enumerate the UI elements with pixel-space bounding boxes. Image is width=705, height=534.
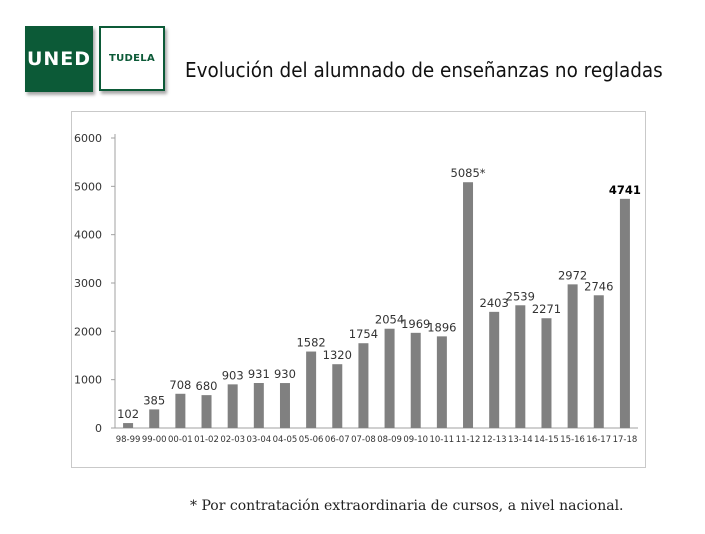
x-tick-label: 99-00 (142, 435, 167, 445)
x-tick-label: 01-02 (194, 435, 219, 445)
x-tick-label: 15-16 (560, 435, 585, 445)
x-tick-label: 10-11 (430, 435, 455, 445)
page-title: Evolución del alumnado de enseñanzas no … (185, 58, 663, 82)
data-label: 2054 (375, 313, 404, 327)
uned-logo: UNED (25, 26, 93, 92)
bar (410, 332, 421, 428)
bar (279, 383, 290, 428)
data-label: 2746 (584, 279, 613, 293)
x-tick-label: 11-12 (456, 435, 481, 445)
bar (123, 423, 134, 428)
bar-chart: 0 1000 2000 3000 4000 5000 6000 98-99 102 99-00 38… (74, 132, 641, 445)
data-label: 385 (143, 393, 165, 407)
bar (201, 395, 212, 428)
footnote: * Por contratación extraordinaria de cur… (190, 498, 624, 514)
x-tick-label: 12-13 (482, 435, 507, 445)
y-tick-label: 5000 (74, 180, 102, 193)
y-tick-label: 0 (95, 422, 102, 435)
data-label: 930 (274, 367, 296, 381)
data-label: 4741 (609, 183, 641, 197)
bar (253, 383, 264, 428)
y-tick-label: 6000 (74, 132, 102, 145)
x-tick-label: 08-09 (377, 435, 402, 445)
x-tick-label: 16-17 (586, 435, 611, 445)
data-label: 931 (248, 367, 270, 381)
bar (515, 305, 526, 428)
data-label: 1582 (296, 336, 325, 350)
x-tick-label: 14-15 (534, 435, 559, 445)
uned-logo-text: UNED (26, 48, 92, 70)
bar (619, 198, 630, 428)
data-label: 102 (117, 407, 139, 421)
bar (384, 328, 395, 428)
data-label: 2403 (480, 296, 509, 310)
x-tick-label: 03-04 (246, 435, 271, 445)
x-tick-label: 98-99 (116, 435, 141, 445)
y-tick-label: 2000 (74, 325, 102, 338)
x-tick-label: 02-03 (220, 435, 245, 445)
bar (593, 295, 604, 428)
data-label: 1969 (401, 317, 430, 331)
x-tick-label: 17-18 (613, 435, 638, 445)
x-tick-label: 06-07 (325, 435, 350, 445)
bar (541, 318, 552, 428)
bar (332, 364, 343, 428)
bar (306, 351, 317, 428)
x-tick-label: 09-10 (403, 435, 428, 445)
data-label: 5085* (451, 166, 486, 180)
bar (489, 311, 500, 428)
data-label: 2972 (558, 268, 587, 282)
tudela-logo-text: TUDELA (109, 53, 155, 64)
data-label: 1320 (323, 348, 352, 362)
y-tick-label: 1000 (74, 374, 102, 387)
chart-container: 0 1000 2000 3000 4000 5000 6000 98-99 102 99-00 38… (71, 111, 646, 468)
data-label: 2271 (532, 302, 561, 316)
data-label: 903 (222, 368, 244, 382)
bar (436, 336, 447, 428)
bar (175, 393, 186, 428)
data-label: 2539 (506, 289, 535, 303)
y-tick-label: 3000 (74, 277, 102, 290)
data-label: 708 (169, 378, 191, 392)
bar (358, 343, 369, 428)
bar (227, 384, 238, 428)
data-label: 1896 (427, 320, 456, 334)
data-label: 680 (196, 379, 218, 393)
x-tick-label: 05-06 (299, 435, 324, 445)
x-tick-label: 04-05 (273, 435, 298, 445)
bar (149, 409, 160, 428)
tudela-logo: TUDELA (99, 26, 165, 91)
bar (567, 284, 578, 428)
x-tick-label: 07-08 (351, 435, 376, 445)
y-tick-label: 4000 (74, 229, 102, 242)
data-label: 1754 (349, 327, 378, 341)
x-tick-label: 00-01 (168, 435, 193, 445)
bar (463, 182, 474, 428)
x-tick-label: 13-14 (508, 435, 533, 445)
